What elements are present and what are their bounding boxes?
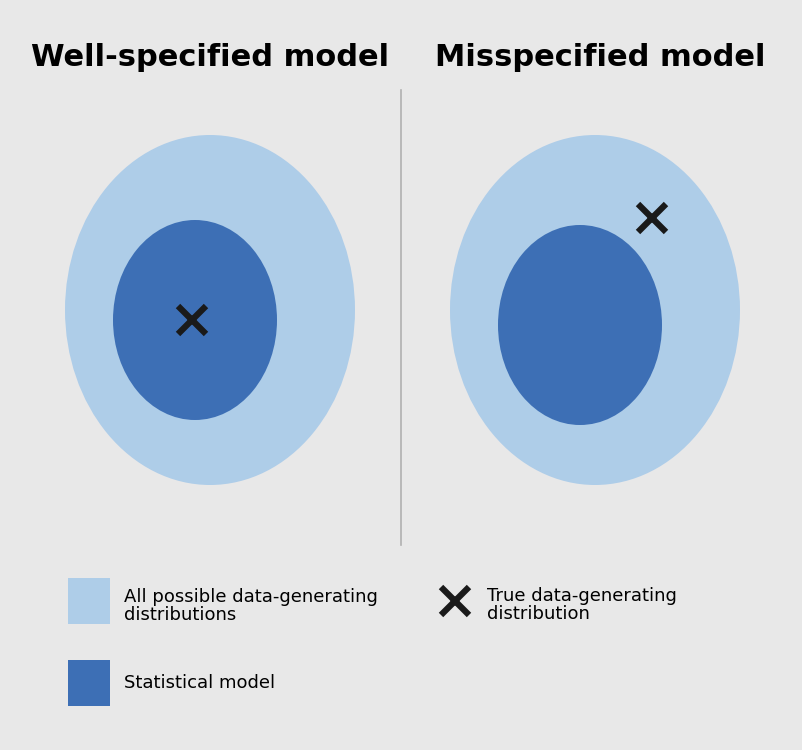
Text: distribution: distribution (487, 605, 590, 623)
Text: Misspecified model: Misspecified model (435, 44, 765, 73)
Ellipse shape (450, 135, 740, 485)
Text: distributions: distributions (124, 606, 237, 624)
Text: Statistical model: Statistical model (124, 674, 275, 692)
Text: All possible data-generating: All possible data-generating (124, 588, 378, 606)
Bar (68, 660, 110, 706)
Text: Well-specified model: Well-specified model (31, 44, 389, 73)
Ellipse shape (65, 135, 355, 485)
Text: True data-generating: True data-generating (487, 587, 677, 605)
Ellipse shape (498, 225, 662, 425)
Bar (68, 578, 110, 624)
Ellipse shape (113, 220, 277, 420)
